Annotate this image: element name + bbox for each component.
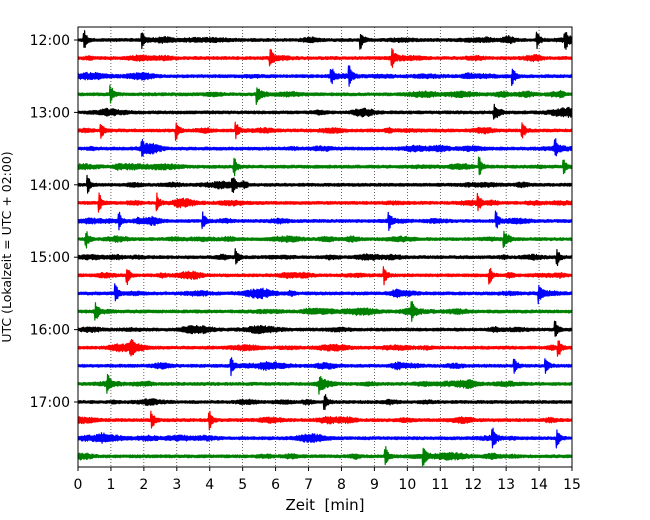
x-tick-label: 11 (431, 477, 449, 493)
trace-row-1300 (77, 103, 573, 120)
trace-row-1515 (77, 266, 573, 286)
x-axis-ticks: 0 1 2 3 4 5 6 7 8 9 10 11 12 13 14 15 (74, 467, 581, 493)
trace-row-1600 (77, 320, 573, 337)
trace-row-1645 (77, 373, 573, 395)
y-tick-label: 13:00 (30, 105, 70, 121)
y-axis-ticks: 12:00 13:00 14:00 15:00 16:00 17:00 (30, 33, 78, 411)
trace-row-1430 (77, 210, 573, 232)
x-tick-label: 10 (398, 477, 416, 493)
trace-row-1545 (77, 301, 573, 322)
trace-row-1345 (77, 156, 573, 177)
y-axis-label: UTC (Lokalzeit = UTC + 02:00) (0, 151, 14, 342)
y-tick-label: 15:00 (30, 250, 70, 266)
x-tick-label: 2 (139, 477, 148, 493)
trace-row-1730 (77, 427, 573, 449)
x-tick-label: 13 (497, 477, 515, 493)
trace-row-1215 (77, 47, 573, 68)
trace-row-1700 (77, 394, 573, 411)
trace-row-1500 (77, 248, 573, 267)
x-tick-label: 14 (530, 477, 548, 493)
trace-row-1200 (77, 30, 573, 50)
vertical-gridlines (110, 27, 540, 467)
trace-row-1245 (77, 84, 573, 106)
x-tick-label: 7 (304, 477, 313, 493)
trace-row-1315 (77, 121, 573, 141)
x-tick-label: 3 (172, 477, 181, 493)
y-tick-label: 12:00 (30, 33, 70, 49)
y-tick-label: 16:00 (30, 323, 70, 339)
plot-frame (77, 26, 573, 468)
x-tick-label: 4 (205, 477, 214, 493)
trace-row-1745 (77, 446, 573, 467)
trace-row-1230 (77, 65, 573, 87)
x-tick-label: 9 (370, 477, 379, 493)
y-tick-label: 17:00 (30, 395, 70, 411)
seismogram-traces (77, 30, 573, 467)
trace-row-1715 (77, 410, 573, 431)
x-tick-label: 15 (563, 477, 581, 493)
x-tick-label: 6 (271, 477, 280, 493)
trace-row-1330 (77, 138, 573, 157)
x-tick-label: 12 (464, 477, 482, 493)
trace-row-1415 (77, 192, 573, 213)
x-tick-label: 8 (337, 477, 346, 493)
trace-row-1400 (77, 174, 573, 194)
x-axis-label: Zeit [min] (285, 496, 364, 514)
trace-row-1630 (77, 357, 573, 377)
x-tick-label: 5 (238, 477, 247, 493)
trace-row-1615 (77, 338, 573, 357)
trace-row-1530 (77, 283, 573, 305)
trace-row-1445 (77, 230, 573, 249)
x-tick-label: 0 (74, 477, 83, 493)
y-tick-label: 14:00 (30, 178, 70, 194)
x-tick-label: 1 (106, 477, 115, 493)
